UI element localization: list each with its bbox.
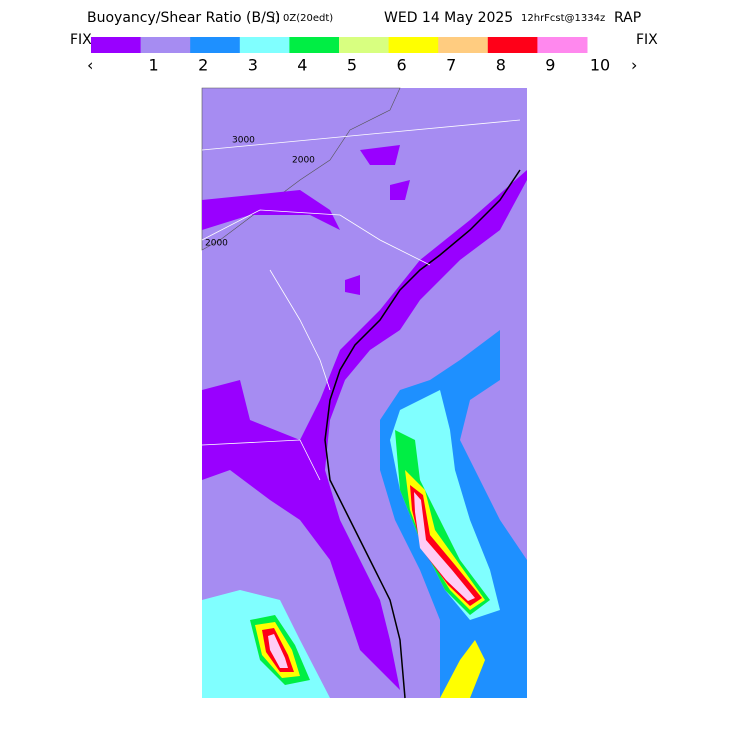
model: RAP bbox=[614, 10, 641, 26]
pink-gulf bbox=[268, 634, 288, 668]
legend-swatch bbox=[190, 37, 241, 53]
legend-label: 10 bbox=[590, 56, 610, 75]
purple-band bbox=[202, 170, 527, 690]
legend-swatch bbox=[487, 37, 538, 53]
contour-label: 3000 bbox=[232, 136, 255, 146]
fix-right[interactable]: FIX bbox=[636, 32, 658, 48]
purple-area bbox=[202, 145, 410, 295]
legend-swatch bbox=[339, 37, 390, 53]
title: Buoyancy/Shear Ratio (B/S) bbox=[87, 10, 280, 26]
legend-swatch bbox=[388, 37, 439, 53]
green-area bbox=[395, 430, 490, 615]
legend-swatch bbox=[289, 37, 340, 53]
yellow-south bbox=[440, 640, 485, 698]
legend-label: 6 bbox=[397, 56, 407, 75]
legend-swatch bbox=[438, 37, 489, 53]
legend: FIX FIX ‹ › 1 2 3 4 5 6 7 8 9 10 bbox=[70, 32, 658, 75]
legend-label: 7 bbox=[446, 56, 456, 75]
fix-left[interactable]: FIX bbox=[70, 32, 92, 48]
legend-label: 1 bbox=[149, 56, 159, 75]
legend-label: 5 bbox=[347, 56, 357, 75]
legend-swatch bbox=[91, 37, 142, 53]
contour-label: 2000 bbox=[205, 239, 228, 249]
cyan-area bbox=[390, 390, 500, 620]
valid-prefix: [] 0Z(20edt) bbox=[272, 13, 333, 24]
map: 2000 2000 3000 bbox=[201, 87, 527, 699]
legend-label: 3 bbox=[248, 56, 258, 75]
contour-label: 2000 bbox=[292, 156, 315, 166]
legend-swatch bbox=[140, 37, 191, 53]
yellow-area bbox=[405, 470, 485, 610]
header: Buoyancy/Shear Ratio (B/S) [] 0Z(20edt) … bbox=[87, 10, 641, 26]
state-borders bbox=[201, 119, 521, 481]
legend-swatch bbox=[537, 37, 588, 53]
legend-label: 8 bbox=[496, 56, 506, 75]
prev-arrow[interactable]: ‹ bbox=[87, 56, 93, 75]
pink-core bbox=[414, 492, 475, 601]
valid-date: WED 14 May 2025 bbox=[384, 10, 513, 26]
next-arrow[interactable]: › bbox=[631, 56, 637, 75]
legend-swatch bbox=[239, 37, 290, 53]
forecast: 12hrFcst@1334z bbox=[521, 13, 605, 24]
legend-label: 4 bbox=[297, 56, 307, 75]
legend-label: 9 bbox=[545, 56, 555, 75]
legend-label: 2 bbox=[198, 56, 208, 75]
coastline bbox=[324, 169, 521, 699]
